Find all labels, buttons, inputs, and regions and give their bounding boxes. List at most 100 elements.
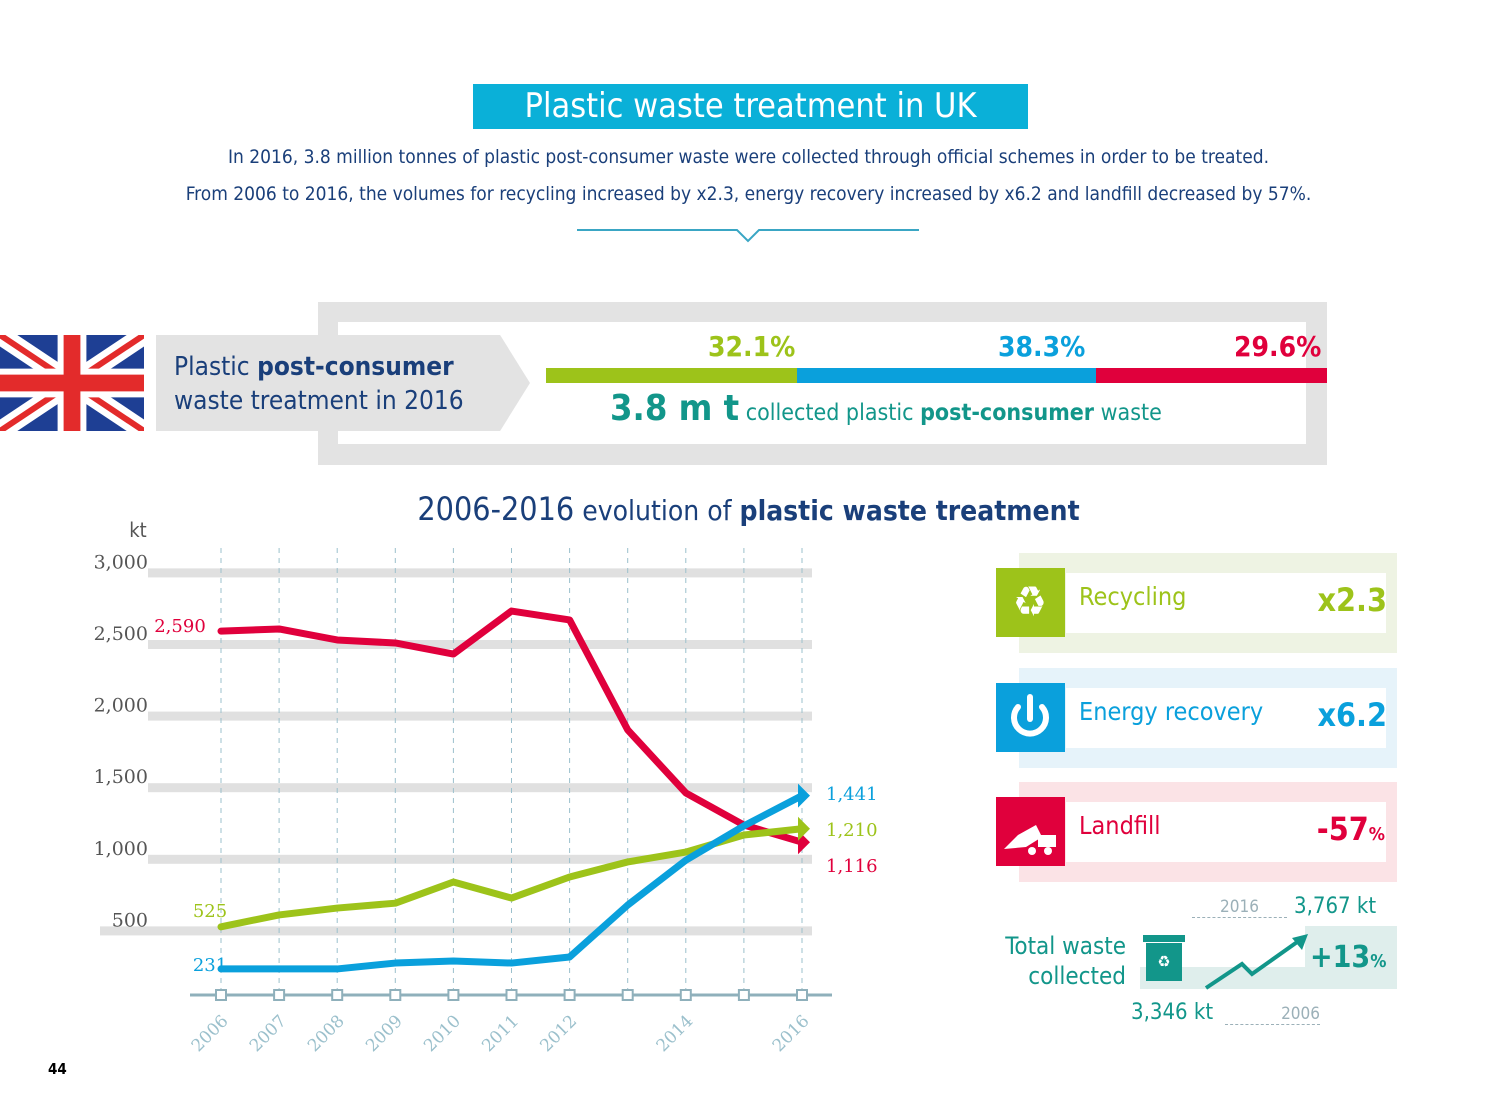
x-tick-label: 2009 xyxy=(362,1011,407,1056)
dump-truck-icon xyxy=(996,797,1065,866)
x-tick-marker xyxy=(679,989,692,1001)
x-tick-label: 2016 xyxy=(769,1011,814,1056)
x-tick-marker xyxy=(389,989,402,1001)
card-value: -57% xyxy=(1317,810,1385,848)
gridline xyxy=(148,711,812,721)
series-arrowhead-recycling xyxy=(798,816,810,841)
share-energy: 38.3% xyxy=(998,330,1086,363)
y-tick-label: 3,000 xyxy=(94,551,148,573)
line-chart: kt 500 1,000 1,500 2,000 2,500 3,000 2006 2007 20… xyxy=(94,518,878,1056)
intro-line-1: In 2016, 3.8 million tonnes of plastic p… xyxy=(227,146,1270,168)
total-label-1: Total waste xyxy=(1005,932,1126,960)
x-tick-marker xyxy=(331,989,344,1001)
card-2-panel xyxy=(1066,802,1386,862)
start-label-energy: 231 xyxy=(193,955,227,976)
total-bold: post-consumer xyxy=(920,400,1095,426)
x-tick-marker xyxy=(215,989,227,1001)
gridline xyxy=(148,783,812,793)
x-tick-marker xyxy=(505,989,518,1001)
x-tick-marker xyxy=(447,989,460,1001)
card-value-text: x6.2 xyxy=(1317,696,1387,734)
total-label-2: collected xyxy=(1028,962,1126,990)
total-change: +13% xyxy=(1310,940,1386,975)
trend-arrow-icon xyxy=(1204,934,1308,990)
share-recycling: 32.1% xyxy=(708,330,796,363)
x-tick-marker xyxy=(737,989,750,1001)
chart-title-bold: plastic waste treatment xyxy=(739,494,1080,527)
share-bar-energy xyxy=(797,368,1096,383)
x-tick-label: 2012 xyxy=(536,1011,581,1056)
gridline xyxy=(100,926,812,936)
chart-title-years: 2006-2016 xyxy=(417,490,575,528)
card-label: Energy recovery xyxy=(1079,697,1264,726)
start-label-recycling: 525 xyxy=(193,901,227,922)
label-line2: waste treatment in 2016 xyxy=(174,386,464,416)
total-text: collected plastic xyxy=(739,400,921,426)
intro-line-2: From 2006 to 2016, the volumes for recyc… xyxy=(185,183,1312,205)
x-tick-label: 2006 xyxy=(188,1011,233,1056)
total-value: 3.8 m t xyxy=(610,388,740,429)
recycle-icon: ♻ xyxy=(996,568,1065,637)
end-label-energy: 1,441 xyxy=(826,784,878,805)
uk-flag-icon xyxy=(0,335,144,431)
recycling-bin-icon: ♻ xyxy=(1143,935,1185,981)
end-label-landfill: 1,116 xyxy=(826,856,878,877)
x-tick-label: 2014 xyxy=(653,1011,698,1056)
page-title: Plastic waste treatment in UK xyxy=(473,84,1028,129)
y-tick-label: 2,500 xyxy=(94,623,148,645)
total-collected-line: 3.8 m t collected plastic post-consumer … xyxy=(610,388,1162,429)
svg-text:♻: ♻ xyxy=(1158,952,1171,971)
y-tick-label: 500 xyxy=(112,909,148,931)
power-icon xyxy=(996,683,1065,752)
year-2016: 2016 xyxy=(1192,897,1287,918)
total-waste-label: Total waste collected xyxy=(990,931,1126,991)
end-label-recycling: 1,210 xyxy=(826,820,878,841)
start-label-landfill: 2,590 xyxy=(154,616,206,637)
share-bar-landfill xyxy=(1096,368,1327,383)
y-axis-label: kt xyxy=(129,518,146,542)
x-tick-label: 2010 xyxy=(420,1011,465,1056)
summary-label: Plastic post-consumer waste treatment in… xyxy=(174,350,464,418)
card-1-panel xyxy=(1066,688,1386,748)
total-change-value: +13 xyxy=(1310,940,1371,975)
label-bold: post-consumer xyxy=(257,352,454,382)
summary-label-box xyxy=(156,335,530,431)
y-tick-label: 1,000 xyxy=(94,838,148,860)
divider-chevron xyxy=(577,229,919,243)
gridline xyxy=(148,640,812,649)
card-value: x6.2 xyxy=(1317,696,1387,734)
series-arrowhead-energy xyxy=(798,783,810,808)
value-2006: 3,346 kt xyxy=(1131,1000,1214,1025)
card-label: Landfill xyxy=(1079,811,1161,840)
x-tick-label: 2008 xyxy=(304,1011,349,1056)
total-text-end: waste xyxy=(1094,400,1162,426)
share-landfill: 29.6% xyxy=(1234,330,1322,363)
gridline xyxy=(148,854,812,864)
total-change-suffix: % xyxy=(1370,951,1387,972)
card-value: x2.3 xyxy=(1317,581,1387,619)
y-tick-label: 1,500 xyxy=(94,766,148,788)
gridline xyxy=(148,568,812,578)
year-2006: 2006 xyxy=(1225,1004,1320,1025)
x-tick-marker xyxy=(796,989,808,1001)
x-tick-marker xyxy=(621,989,634,1001)
card-value-text: -57 xyxy=(1316,810,1369,848)
value-2016: 3,767 kt xyxy=(1294,894,1377,919)
svg-text:♻: ♻ xyxy=(1013,577,1047,626)
card-label: Recycling xyxy=(1079,582,1187,611)
chart-title: 2006-2016 evolution of plastic waste tre… xyxy=(0,490,1497,528)
label-text: Plastic xyxy=(174,352,258,382)
card-value-suffix: % xyxy=(1368,824,1385,845)
card-0-panel xyxy=(1066,573,1386,633)
change-box xyxy=(1305,926,1397,989)
chart-title-mid: evolution of xyxy=(574,494,740,527)
x-tick-marker xyxy=(563,989,576,1001)
page-number: 44 xyxy=(48,1060,67,1078)
share-bar-recycling xyxy=(546,368,797,383)
x-tick-marker xyxy=(273,989,286,1001)
x-tick-label: 2011 xyxy=(478,1011,523,1056)
y-tick-label: 2,000 xyxy=(94,695,148,717)
card-value-text: x2.3 xyxy=(1317,581,1387,619)
x-tick-label: 2007 xyxy=(246,1011,291,1056)
